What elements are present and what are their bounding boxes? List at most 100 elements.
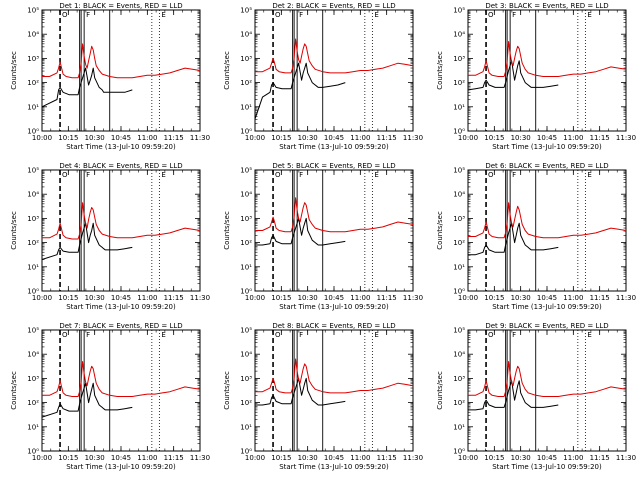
y-tick-label: 10³ bbox=[27, 55, 39, 63]
marker-label: F bbox=[512, 171, 516, 179]
x-tick-label: 10:45 bbox=[111, 294, 131, 302]
lld-series-line bbox=[255, 358, 414, 394]
marker-label: F bbox=[512, 331, 516, 339]
x-tick-label: 11:15 bbox=[590, 454, 610, 462]
x-tick-label: 10:45 bbox=[111, 454, 131, 462]
marker-label: O bbox=[275, 11, 281, 19]
y-tick-label: 10⁴ bbox=[27, 191, 39, 199]
x-tick-label: 11:00 bbox=[563, 134, 583, 142]
y-tick-label: 10³ bbox=[240, 55, 252, 63]
panel-title: Det 4: BLACK = Events, RED = LLD bbox=[59, 162, 182, 170]
panel-title: Det 5: BLACK = Events, RED = LLD bbox=[272, 162, 395, 170]
detector-panel: 10⁰ 10¹ 10² 10³ 10⁴ 10⁵ 10:00 10:15 10:30 10:45 11… bbox=[223, 2, 423, 151]
y-tick-label: 10¹ bbox=[240, 103, 252, 111]
x-tick-label: 10:45 bbox=[537, 454, 557, 462]
y-tick-label: 10³ bbox=[453, 215, 465, 223]
y-tick-label: 10⁰ bbox=[240, 448, 252, 456]
marker-label: O bbox=[62, 331, 68, 339]
marker-label: E bbox=[374, 331, 378, 339]
y-tick-label: 10⁰ bbox=[453, 128, 465, 136]
y-tick-label: 10³ bbox=[27, 215, 39, 223]
x-axis-label: Start Time (13-Jul-10 09:59:20) bbox=[66, 143, 176, 151]
y-tick-label: 10⁰ bbox=[240, 288, 252, 296]
y-tick-label: 10⁴ bbox=[240, 351, 252, 359]
x-tick-label: 10:00 bbox=[32, 454, 52, 462]
y-tick-label: 10⁵ bbox=[240, 167, 252, 175]
x-tick-label: 11:30 bbox=[616, 294, 636, 302]
events-series-line bbox=[255, 377, 346, 406]
events-series-line bbox=[41, 382, 133, 418]
x-axis-label: Start Time (13-Jul-10 09:59:20) bbox=[66, 463, 176, 471]
x-tick-label: 10:15 bbox=[484, 294, 504, 302]
plot-frame bbox=[41, 329, 201, 452]
y-tick-label: 10⁴ bbox=[453, 191, 465, 199]
panel-title: Det 2: BLACK = Events, RED = LLD bbox=[272, 2, 395, 10]
y-tick-label: 10¹ bbox=[453, 263, 465, 271]
y-tick-label: 10³ bbox=[453, 55, 465, 63]
y-tick-label: 10⁴ bbox=[240, 31, 252, 39]
x-tick-label: 11:30 bbox=[190, 294, 210, 302]
x-tick-label: 11:00 bbox=[137, 454, 157, 462]
x-tick-label: 11:00 bbox=[563, 454, 583, 462]
y-axis-label: Counts/sec bbox=[436, 371, 444, 410]
x-tick-label: 10:30 bbox=[85, 294, 105, 302]
x-tick-label: 10:00 bbox=[245, 134, 265, 142]
detector-panel: 10⁰ 10¹ 10² 10³ 10⁴ 10⁵ 10:00 10:15 10:30 10:45 11… bbox=[10, 2, 210, 151]
events-series-line bbox=[255, 217, 346, 246]
x-tick-label: 11:15 bbox=[377, 134, 397, 142]
detector-panel: 10⁰ 10¹ 10² 10³ 10⁴ 10⁵ 10:00 10:15 10:30 10:45 11… bbox=[10, 162, 210, 311]
marker-label: O bbox=[62, 11, 68, 19]
x-tick-label: 11:15 bbox=[164, 134, 184, 142]
y-axis-label: Counts/sec bbox=[436, 211, 444, 250]
x-tick-label: 10:15 bbox=[58, 454, 78, 462]
marker-label: F bbox=[86, 331, 90, 339]
x-tick-label: 10:30 bbox=[511, 454, 531, 462]
marker-label: E bbox=[587, 171, 591, 179]
y-tick-label: 10³ bbox=[453, 375, 465, 383]
x-tick-label: 11:30 bbox=[616, 134, 636, 142]
y-tick-label: 10⁰ bbox=[27, 128, 39, 136]
detector-panel: 10⁰ 10¹ 10² 10³ 10⁴ 10⁵ 10:00 10:15 10:30 10:45 11… bbox=[436, 2, 636, 151]
y-axis-label: Counts/sec bbox=[223, 51, 231, 90]
events-series-line bbox=[41, 222, 133, 260]
lld-series-line bbox=[468, 361, 627, 397]
y-tick-label: 10¹ bbox=[240, 423, 252, 431]
lld-series-line bbox=[468, 202, 627, 239]
plot-frame bbox=[467, 329, 627, 452]
y-tick-label: 10⁵ bbox=[27, 7, 39, 15]
x-tick-label: 10:30 bbox=[85, 134, 105, 142]
x-axis-label: Start Time (13-Jul-10 09:59:20) bbox=[279, 303, 389, 311]
y-tick-label: 10² bbox=[453, 239, 465, 247]
x-axis-label: Start Time (13-Jul-10 09:59:20) bbox=[492, 303, 602, 311]
marker-label: O bbox=[275, 171, 281, 179]
y-tick-label: 10¹ bbox=[27, 423, 39, 431]
marker-label: E bbox=[161, 171, 165, 179]
x-tick-label: 11:30 bbox=[190, 454, 210, 462]
marker-label: E bbox=[161, 331, 165, 339]
x-tick-label: 10:15 bbox=[271, 294, 291, 302]
y-tick-label: 10⁴ bbox=[240, 191, 252, 199]
events-series-line bbox=[467, 60, 559, 91]
plot-frame bbox=[254, 9, 414, 132]
y-tick-label: 10² bbox=[240, 399, 252, 407]
marker-label: O bbox=[488, 331, 494, 339]
marker-label: E bbox=[161, 11, 165, 19]
x-tick-label: 11:00 bbox=[350, 294, 370, 302]
events-series-line bbox=[41, 67, 133, 108]
panel-title: Det 9: BLACK = Events, RED = LLD bbox=[485, 322, 608, 330]
x-tick-label: 10:30 bbox=[85, 454, 105, 462]
x-tick-label: 10:45 bbox=[324, 294, 344, 302]
x-tick-label: 10:15 bbox=[271, 134, 291, 142]
lld-series-line bbox=[255, 38, 414, 74]
y-axis-label: Counts/sec bbox=[10, 371, 18, 410]
y-tick-label: 10⁴ bbox=[27, 31, 39, 39]
y-tick-label: 10¹ bbox=[27, 263, 39, 271]
x-tick-label: 10:45 bbox=[324, 134, 344, 142]
lld-series-line bbox=[42, 43, 201, 79]
x-tick-label: 11:00 bbox=[350, 134, 370, 142]
x-tick-label: 11:00 bbox=[350, 454, 370, 462]
x-tick-label: 11:00 bbox=[137, 294, 157, 302]
x-axis-label: Start Time (13-Jul-10 09:59:20) bbox=[492, 143, 602, 151]
detector-panel: 10⁰ 10¹ 10² 10³ 10⁴ 10⁵ 10:00 10:15 10:30 10:45 11… bbox=[223, 322, 423, 471]
y-tick-label: 10⁰ bbox=[240, 128, 252, 136]
